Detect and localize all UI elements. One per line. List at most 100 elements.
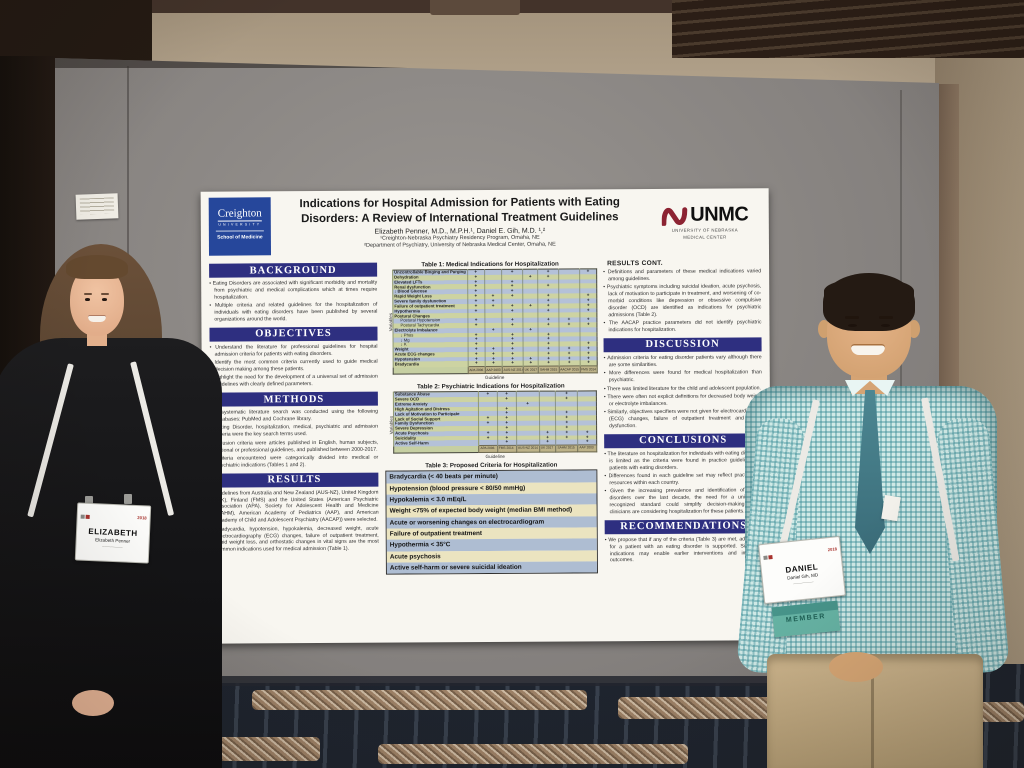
guideline-column-label: AAP 2003 [577, 444, 597, 453]
ceiling-dark-left [0, 0, 152, 62]
carpet-patch [618, 697, 803, 719]
poster-columns: BACKGROUND • Eating Disorders are associ… [209, 256, 763, 576]
woman-eyebrow [84, 293, 92, 295]
badge-logo-icon [85, 514, 90, 519]
table2-wrap: Variables Substance Abuse + + + Severe OCD + +… [385, 390, 598, 460]
results-bullet: • Bradycardia, hypotension, hypokalemia,… [210, 525, 379, 553]
table3-rows: Bradycardia (< 40 beats per minute) Hypot… [385, 469, 598, 576]
man-hands [829, 652, 883, 682]
guideline-column-label: FMS 2014 [497, 445, 517, 453]
unmc-subtitle-2: MEDICAL CENTER [683, 234, 727, 240]
section-header-methods: METHODS [209, 391, 378, 407]
woman-hair-fringe [66, 255, 128, 279]
table1-x-axis-label: Guideline [485, 375, 505, 381]
ceiling-vent [430, 0, 520, 15]
section-header-results-cont: RESULTS CONT. [607, 259, 663, 268]
pants-crease [871, 668, 874, 768]
poster-column-middle: Table 1: Medical Indications for Hospita… [384, 257, 598, 576]
methods-bullet: • Inclusion criteria were articles publi… [210, 439, 379, 454]
methods-bullet: • Criteria encountered were categoricall… [210, 454, 379, 469]
woman-eye [102, 298, 107, 301]
section-header-background: BACKGROUND [209, 262, 378, 278]
guideline-column-label: AUS-NZ 2014 [516, 445, 540, 453]
table1-wrap: Variables Uncontrollable Binging and Pur… [384, 268, 598, 381]
poster-title-line2: Disorders: A Review of International Tre… [301, 211, 619, 226]
methods-bullet: • Eating Disorder, hospitalization, medi… [210, 424, 379, 438]
column-header-row: APA 2006 AAP 2003 AUS-NZ 2014 UK 2017 SAHM 2… [393, 366, 598, 374]
guideline-column-label: AAP 2003 [484, 366, 503, 374]
guideline-column-label: APA 2006 [478, 445, 498, 453]
poster-title-block: Indications for Hospital Admission for P… [277, 195, 643, 251]
unmc-glyph-icon [661, 206, 687, 226]
badge-year: 2018 [827, 545, 838, 552]
table2-x-axis-label: Guideline [485, 454, 505, 460]
table3-criterion: Active self-harm or severe suicidal idea… [386, 561, 597, 575]
guideline-column-label: SAHM 2015 [538, 366, 559, 374]
guideline-column-label: AUS-NZ 2014 [502, 366, 524, 374]
objectives-bullet: • Identify the most common criteria curr… [209, 358, 378, 373]
table1-grid: Uncontrollable Binging and Purging + + + + De… [392, 268, 598, 375]
man-name-badge: 2018 DANIEL Daniel Gih, MD ───────── [758, 535, 846, 605]
board-number-card [75, 193, 119, 220]
unmc-subtitle-1: UNIVERSITY OF NEBRASKA [671, 227, 739, 233]
man-eye [881, 324, 890, 327]
unmc-logo: UNMC UNIVERSITY OF NEBRASKA MEDICAL CENT… [649, 194, 761, 240]
badge-logo-icon [80, 514, 85, 519]
guideline-column-label: UK 2017 [539, 445, 557, 453]
background-bullet: • Eating Disorders are associated with s… [209, 279, 378, 301]
methods-bullet: • A systematic literature search was con… [209, 408, 378, 423]
badge-year: 2018 [137, 514, 147, 520]
methods-bullets: • A systematic literature search was con… [210, 409, 378, 470]
creighton-university-label: UNIVERSITY [218, 222, 262, 227]
badge-clip [124, 494, 132, 504]
woman-hands [72, 690, 114, 716]
results-bullets: • Guidelines from Australia and New Zeal… [210, 489, 378, 553]
table2-title: Table 2: Psychiatric Indications for Hos… [416, 382, 565, 391]
indications-table: Uncontrollable Binging and Purging + + + + De… [392, 268, 598, 375]
table1-y-axis-label: Variables [388, 312, 394, 332]
woman-name-badge: 2018 ELIZABETH Elizabeth Penner ────────… [74, 502, 152, 564]
badge-header: 2018 [77, 503, 150, 526]
background-bullet: • Multiple criteria and related guidelin… [209, 301, 378, 323]
guideline-column-label: FMS 2014 [579, 366, 598, 374]
badge-clip [85, 496, 93, 506]
poster-affiliation-2: ²Department of Psychiatry, University of… [364, 241, 556, 250]
carpet-patch [378, 744, 688, 764]
guideline-column-label: APA 2006 [467, 366, 485, 374]
woman-eye [85, 298, 90, 301]
poster-header: Creighton UNIVERSITY School of Medicine … [208, 194, 761, 256]
man-eye [848, 324, 857, 327]
objectives-bullet: • Highlight the need for the development… [209, 374, 378, 388]
table3-title: Table 3: Proposed Criteria for Hospitali… [425, 461, 558, 470]
carpet-patch [252, 690, 587, 710]
unmc-abbr: UNMC [690, 203, 749, 226]
table2-y-axis-label: Variables [388, 415, 394, 435]
badge-logo-icon [763, 555, 768, 560]
background-bullets: • Eating Disorders are associated with s… [209, 280, 377, 324]
woman-smile [88, 315, 106, 322]
section-header-objectives: OBJECTIVES [209, 326, 378, 342]
creighton-wordmark: Creighton [217, 207, 262, 222]
man-eyebrow [845, 316, 859, 319]
board-seam [900, 90, 902, 680]
woman-eyebrow [101, 293, 109, 295]
guideline-column-label: AACAP 2015 [558, 366, 580, 374]
objectives-bullet: • Understand the literature for professi… [209, 343, 378, 358]
section-header-results: RESULTS [210, 472, 379, 488]
board-shadow [55, 676, 939, 686]
indications-table: Substance Abuse + + + Severe OCD + + Extreme An… [392, 390, 598, 454]
badge-logo-icon [768, 555, 773, 560]
research-poster: Creighton UNIVERSITY School of Medicine … [200, 188, 772, 644]
ceiling-dark-right [672, 0, 1024, 58]
man-smile [851, 344, 885, 355]
guideline-column-label: UK 2017 [523, 366, 539, 374]
man-hair-fringe [824, 278, 914, 304]
person-man: 2018 DANIEL Daniel Gih, MD ───────── MEM… [733, 268, 1024, 768]
man-ear [908, 320, 920, 338]
man-eyebrow [879, 316, 893, 319]
column-header-row: APA 2006 FMS 2014 AUS-NZ 2014 UK 2017 SAHM 2… [394, 444, 597, 453]
table2-grid: Substance Abuse + + + Severe OCD + + Extreme An… [392, 390, 598, 454]
card-text-lines [79, 197, 115, 215]
creighton-divider [215, 230, 264, 232]
